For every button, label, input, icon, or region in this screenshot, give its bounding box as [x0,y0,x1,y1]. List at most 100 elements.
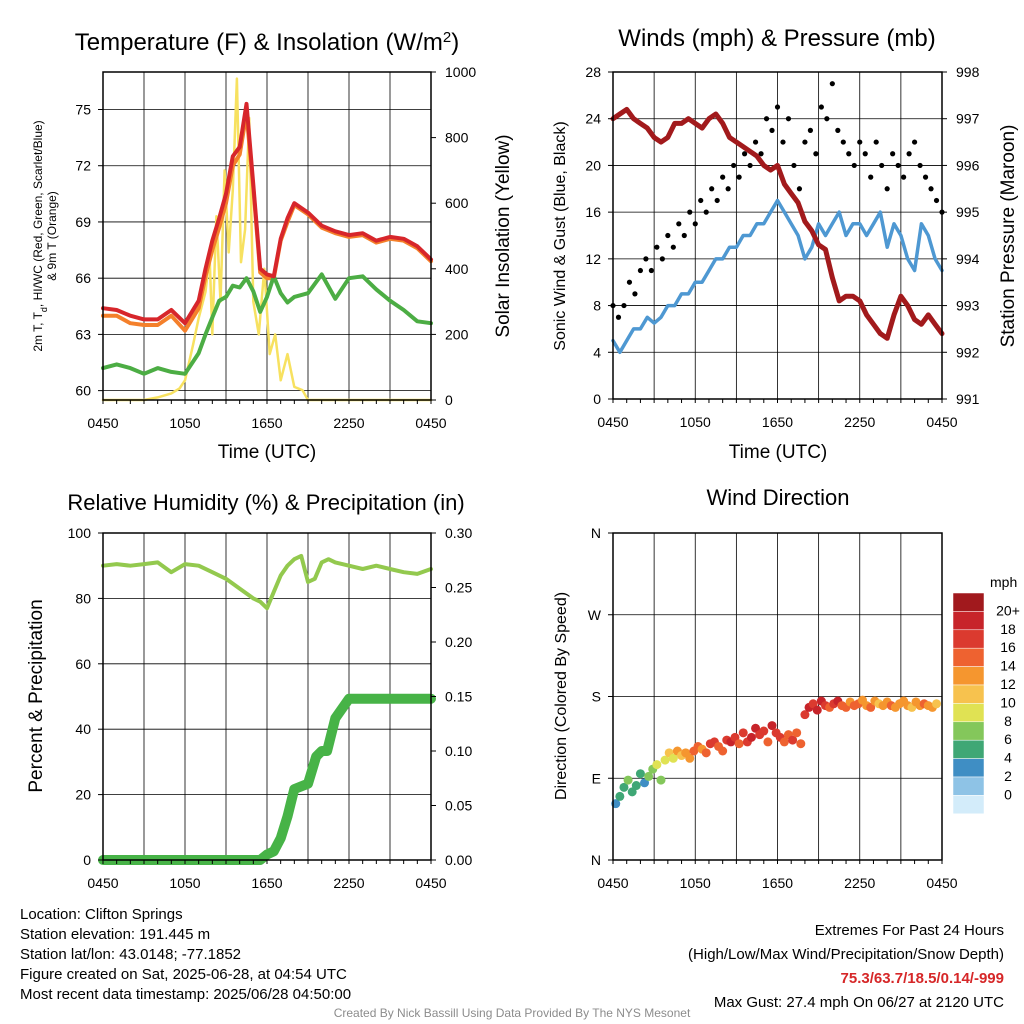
wind-direction-point [644,771,654,781]
speed-legend-swatch [952,721,985,741]
gust-point [703,209,709,215]
speed-legend-swatch [952,592,985,612]
y-tick-label: 63 [75,326,91,342]
wind-direction-point [800,710,810,720]
x-tick-label: 2250 [333,415,364,431]
y2-tick-label: 200 [445,326,469,342]
direction-ylabel: Direction (Colored By Speed) [553,592,570,800]
wind-direction-point [627,787,637,797]
gust-point [725,186,731,192]
y-tick-label: 24 [585,111,601,127]
y2-tick-label: 0.30 [445,525,472,541]
x-tick-label: 0450 [87,415,118,431]
y2-tick-label: 994 [956,251,980,267]
gust-point [648,267,654,274]
gust-point [791,162,797,169]
speed-legend-swatch [952,703,985,723]
gust-point [829,81,835,87]
winds-title: Winds (mph) & Pressure (mb) [618,25,935,52]
x-tick-label: 1050 [680,875,711,891]
gust-point [720,174,726,180]
y2-tick-label: 993 [956,298,980,314]
y2-tick-label: 1000 [445,64,476,80]
y2-tick-label: 991 [956,391,980,407]
gust-point [676,221,682,227]
gust-point [928,186,934,192]
wind-direction-point [615,791,625,801]
gust-point [714,197,720,204]
x-tick-label: 1050 [169,875,200,891]
gust-point [769,127,775,133]
winds-ylabel: Sonic Wind & Gust (Blue, Black) [552,121,569,350]
gust-point [687,209,693,215]
gust-point [862,151,868,157]
gust-point [807,127,814,133]
wind-direction-point [746,732,756,742]
direction-title: Wind Direction [706,485,849,510]
y2-tick-label: 996 [956,157,980,173]
extremes-title: Extremes For Past 24 Hours [814,922,1004,939]
x-tick-label: 0450 [597,875,628,891]
relative-humidity-line [101,553,433,611]
wind-direction-point [767,721,777,731]
y2-tick-label: 800 [445,130,469,146]
y-tick-label: N [591,852,601,868]
y2-tick-label: 998 [956,64,980,80]
gust-point [626,279,633,285]
wind-direction-point [656,775,666,785]
y-tick-label: 4 [593,344,601,360]
gust-point [884,186,890,192]
wind-direction-point [652,760,662,770]
gust-point [846,151,852,157]
speed-legend-label: 18 [1000,621,1016,637]
gust-point [632,291,638,297]
gust-point [758,151,764,157]
temp-2m-line [101,101,433,326]
wind-direction-point [718,746,728,756]
y-tick-label: 66 [75,270,91,286]
gust-point [709,186,715,192]
x-tick-label: 0450 [87,875,118,891]
wind-direction-point [685,753,695,763]
gust-point [731,162,737,169]
station-info: Location: Clifton Springs Station elevat… [20,905,351,1005]
x-tick-label: 1650 [251,875,282,891]
max-gust: Max Gust: 27.4 mph On 06/27 at 2120 UTC [713,994,1004,1011]
gust-point [681,232,687,239]
credit-line: Created By Nick Bassill Using Data Provi… [333,1006,691,1020]
gust-point [698,197,704,204]
gust-point [917,162,923,169]
gust-point [796,186,803,192]
wind-direction-point [866,702,876,712]
gust-point [643,256,649,262]
y-tick-label: 0 [83,852,91,868]
temperature-title: Temperature (F) & Insolation (W/m2) [75,29,459,57]
winds-xlabel: Time (UTC) [729,442,828,463]
y-tick-label: 20 [585,157,601,173]
y-tick-label: 8 [593,298,601,314]
y-tick-label: 0 [593,391,601,407]
x-tick-label: 1650 [762,875,793,891]
station-location: Location: Clifton Springs [20,906,183,923]
speed-legend-label: 12 [1000,676,1016,692]
wind-direction-point [635,769,645,779]
speed-legend-label: 20+ [996,602,1020,618]
y-tick-label: 20 [75,787,91,803]
speed-legend-swatch [952,684,985,704]
y-tick-label: 100 [68,525,92,541]
wind-direction-point [788,735,798,745]
wind-direction-point [668,753,678,763]
gust-point [824,116,830,122]
gust-point [670,244,676,250]
wind-direction-point [792,728,802,738]
wind-direction-point [619,782,629,792]
wind-direction-point [751,723,761,733]
speed-legend-label: 0 [1004,786,1012,802]
x-tick-label: 1650 [251,415,282,431]
gust-point [818,104,824,110]
speed-legend-label: 4 [1004,750,1012,766]
x-tick-label: 1650 [762,414,793,430]
gust-point [873,139,879,145]
gust-point [742,151,748,157]
gust-point [835,127,841,133]
